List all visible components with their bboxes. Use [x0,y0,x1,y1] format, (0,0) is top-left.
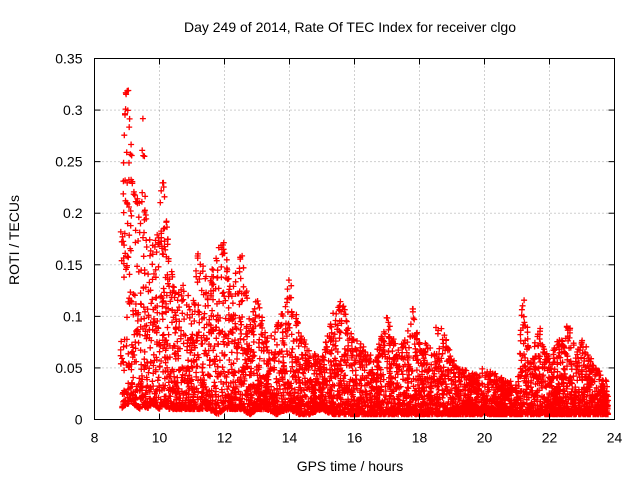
x-axis-title: GPS time / hours [297,458,404,474]
y-tick-label: 0 [75,412,83,428]
x-tick-label: 22 [542,430,558,446]
y-tick-label: 0.15 [55,257,82,273]
x-axis-tick-labels: 8 10 12 14 16 18 20 22 24 [91,430,623,446]
x-tick-label: 8 [91,430,99,446]
x-tick-label: 20 [477,430,493,446]
y-tick-label: 0.25 [55,154,82,170]
y-tick-label: 0.3 [63,102,83,118]
y-tick-label: 0.35 [55,51,82,67]
grid-lines [94,58,615,420]
y-tick-label: 0.2 [63,205,83,221]
chart-title: Day 249 of 2014, Rate Of TEC Index for r… [184,19,516,35]
x-tick-label: 18 [412,430,428,446]
x-tick-label: 10 [152,430,168,446]
axis-ticks [94,58,615,420]
roti-plus-markers [117,87,611,418]
y-axis-tick-labels: 0 0.05 0.1 0.15 0.2 0.25 0.3 0.35 [55,51,82,428]
x-tick-label: 12 [217,430,233,446]
x-tick-label: 14 [282,430,298,446]
data-points [117,87,611,418]
y-tick-label: 0.05 [55,360,82,376]
y-tick-label: 0.1 [63,308,83,324]
y-axis-title: ROTI / TECUs [6,195,22,285]
x-tick-label: 16 [347,430,363,446]
x-tick-label: 24 [607,430,623,446]
